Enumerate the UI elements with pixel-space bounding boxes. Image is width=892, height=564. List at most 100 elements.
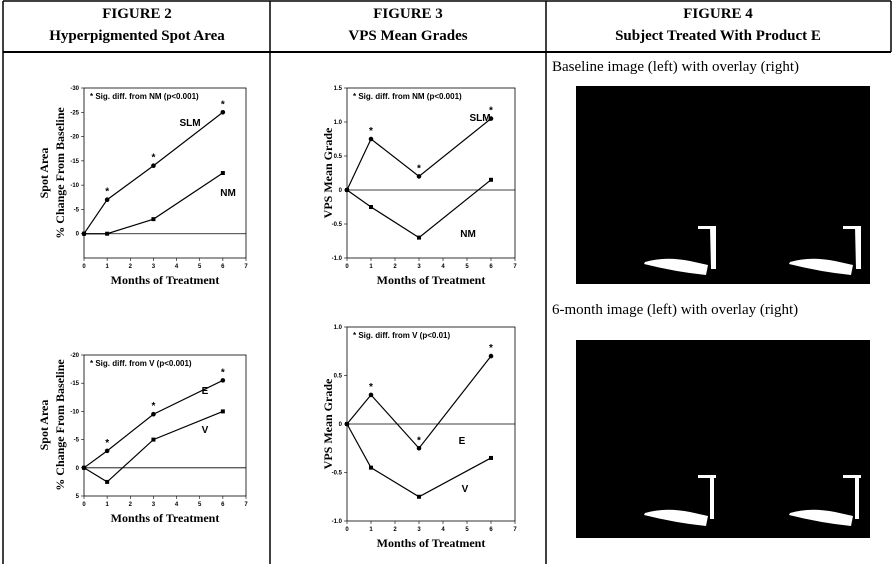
data-point <box>82 232 86 236</box>
series-line <box>84 112 223 233</box>
series-label: SLM <box>179 118 200 129</box>
image-6-month <box>576 340 870 538</box>
significance-marker: * <box>489 106 493 117</box>
header-title: VPS Mean Grades <box>348 28 467 44</box>
y-tick-label: 0 <box>339 188 343 194</box>
data-point <box>369 205 373 209</box>
x-tick-label: 7 <box>513 527 517 533</box>
data-point <box>151 217 155 221</box>
significance-marker: * <box>221 367 225 378</box>
data-point <box>369 466 373 470</box>
x-axis-label: Months of Treatment <box>377 273 486 287</box>
x-tick-label: 7 <box>244 264 248 270</box>
x-tick-label: 5 <box>465 527 469 533</box>
annotation: * Sig. diff. from NM (p<0.001) <box>90 92 199 101</box>
image-baseline <box>576 86 870 284</box>
data-point <box>151 412 156 417</box>
x-tick-label: 3 <box>152 502 156 508</box>
x-tick-label: 4 <box>441 264 445 270</box>
y-tick-label: -5 <box>74 207 80 213</box>
x-tick-label: 0 <box>82 502 86 508</box>
y-tick-label: -10 <box>70 409 79 415</box>
significance-marker: * <box>151 401 155 412</box>
x-tick-label: 0 <box>345 527 349 533</box>
series-label: V <box>202 425 209 436</box>
x-tick-label: 3 <box>152 264 156 270</box>
header-figure: FIGURE 2 <box>102 6 172 22</box>
significance-marker: * <box>369 382 373 393</box>
y-axis-label: Spot Area <box>37 148 51 199</box>
significance-marker: * <box>489 343 493 354</box>
significance-marker: * <box>417 435 421 446</box>
data-point <box>489 456 493 460</box>
y-tick-label: 0.5 <box>334 154 343 160</box>
x-tick-label: 5 <box>198 502 202 508</box>
series-label: NM <box>460 229 476 240</box>
data-point <box>221 171 225 175</box>
x-tick-label: 7 <box>513 264 517 270</box>
y-tick-label: -25 <box>70 110 79 116</box>
y-tick-label: -20 <box>70 353 79 359</box>
y-tick-label: 0.5 <box>334 374 343 380</box>
series-label: E <box>202 386 209 397</box>
significance-marker: * <box>369 126 373 137</box>
header-figure: FIGURE 3 <box>373 6 443 22</box>
data-point <box>345 422 349 426</box>
series-label: V <box>462 484 469 495</box>
header-title: Hyperpigmented Spot Area <box>49 28 225 44</box>
x-tick-label: 6 <box>221 264 225 270</box>
y-tick-label: -15 <box>70 381 79 387</box>
y-tick-label: 0 <box>76 232 80 238</box>
x-tick-label: 2 <box>129 264 133 270</box>
x-tick-label: 5 <box>465 264 469 270</box>
x-tick-label: 2 <box>393 264 397 270</box>
data-point <box>105 480 109 484</box>
x-tick-label: 4 <box>441 527 445 533</box>
x-tick-label: 7 <box>244 502 248 508</box>
significance-marker: * <box>105 187 109 198</box>
x-tick-label: 1 <box>369 264 373 270</box>
data-point <box>489 354 494 359</box>
y-tick-label: 1.5 <box>334 86 343 92</box>
y-tick-label: -5 <box>74 438 80 444</box>
significance-marker: * <box>417 163 421 174</box>
x-tick-label: 6 <box>489 264 493 270</box>
x-axis-label: Months of Treatment <box>377 536 486 550</box>
y-tick-label: 1.0 <box>334 325 343 331</box>
header-figure: FIGURE 4 <box>683 6 753 22</box>
data-point <box>105 449 110 454</box>
annotation: * Sig. diff. from V (p<0.01) <box>353 331 450 340</box>
y-axis-label: VPS Mean Grade <box>321 127 335 218</box>
y-axis-label: Spot Area <box>37 400 51 451</box>
header-title: Subject Treated With Product E <box>615 28 821 44</box>
y-tick-label: 5 <box>76 494 80 500</box>
annotation: * Sig. diff. from NM (p<0.001) <box>353 92 462 101</box>
y-tick-label: -1.0 <box>332 519 343 525</box>
x-tick-label: 0 <box>345 264 349 270</box>
data-point <box>417 446 422 451</box>
y-tick-label: -30 <box>70 86 79 92</box>
data-point <box>369 393 374 398</box>
x-tick-label: 4 <box>175 502 179 508</box>
x-tick-label: 4 <box>175 264 179 270</box>
y-axis-label: % Change From Baseline <box>53 107 67 239</box>
y-tick-label: -15 <box>70 159 79 165</box>
annotation: * Sig. diff. from V (p<0.001) <box>90 359 192 368</box>
x-tick-label: 3 <box>417 264 421 270</box>
y-axis-label: % Change From Baseline <box>53 359 67 491</box>
y-tick-label: 0 <box>339 422 343 428</box>
image-caption: Baseline image (left) with overlay (righ… <box>552 59 799 75</box>
x-axis-label: Months of Treatment <box>111 273 220 287</box>
y-tick-label: -1.0 <box>332 256 343 262</box>
data-point <box>369 137 374 142</box>
y-axis-label: VPS Mean Grade <box>321 378 335 469</box>
x-tick-label: 1 <box>369 527 373 533</box>
series-label: E <box>459 436 466 447</box>
y-tick-label: -20 <box>70 135 79 141</box>
data-point <box>221 110 226 115</box>
y-tick-label: 0 <box>76 466 80 472</box>
data-point <box>105 232 109 236</box>
y-tick-label: 1.0 <box>334 120 343 126</box>
x-tick-label: 1 <box>105 502 109 508</box>
data-point <box>105 197 110 202</box>
